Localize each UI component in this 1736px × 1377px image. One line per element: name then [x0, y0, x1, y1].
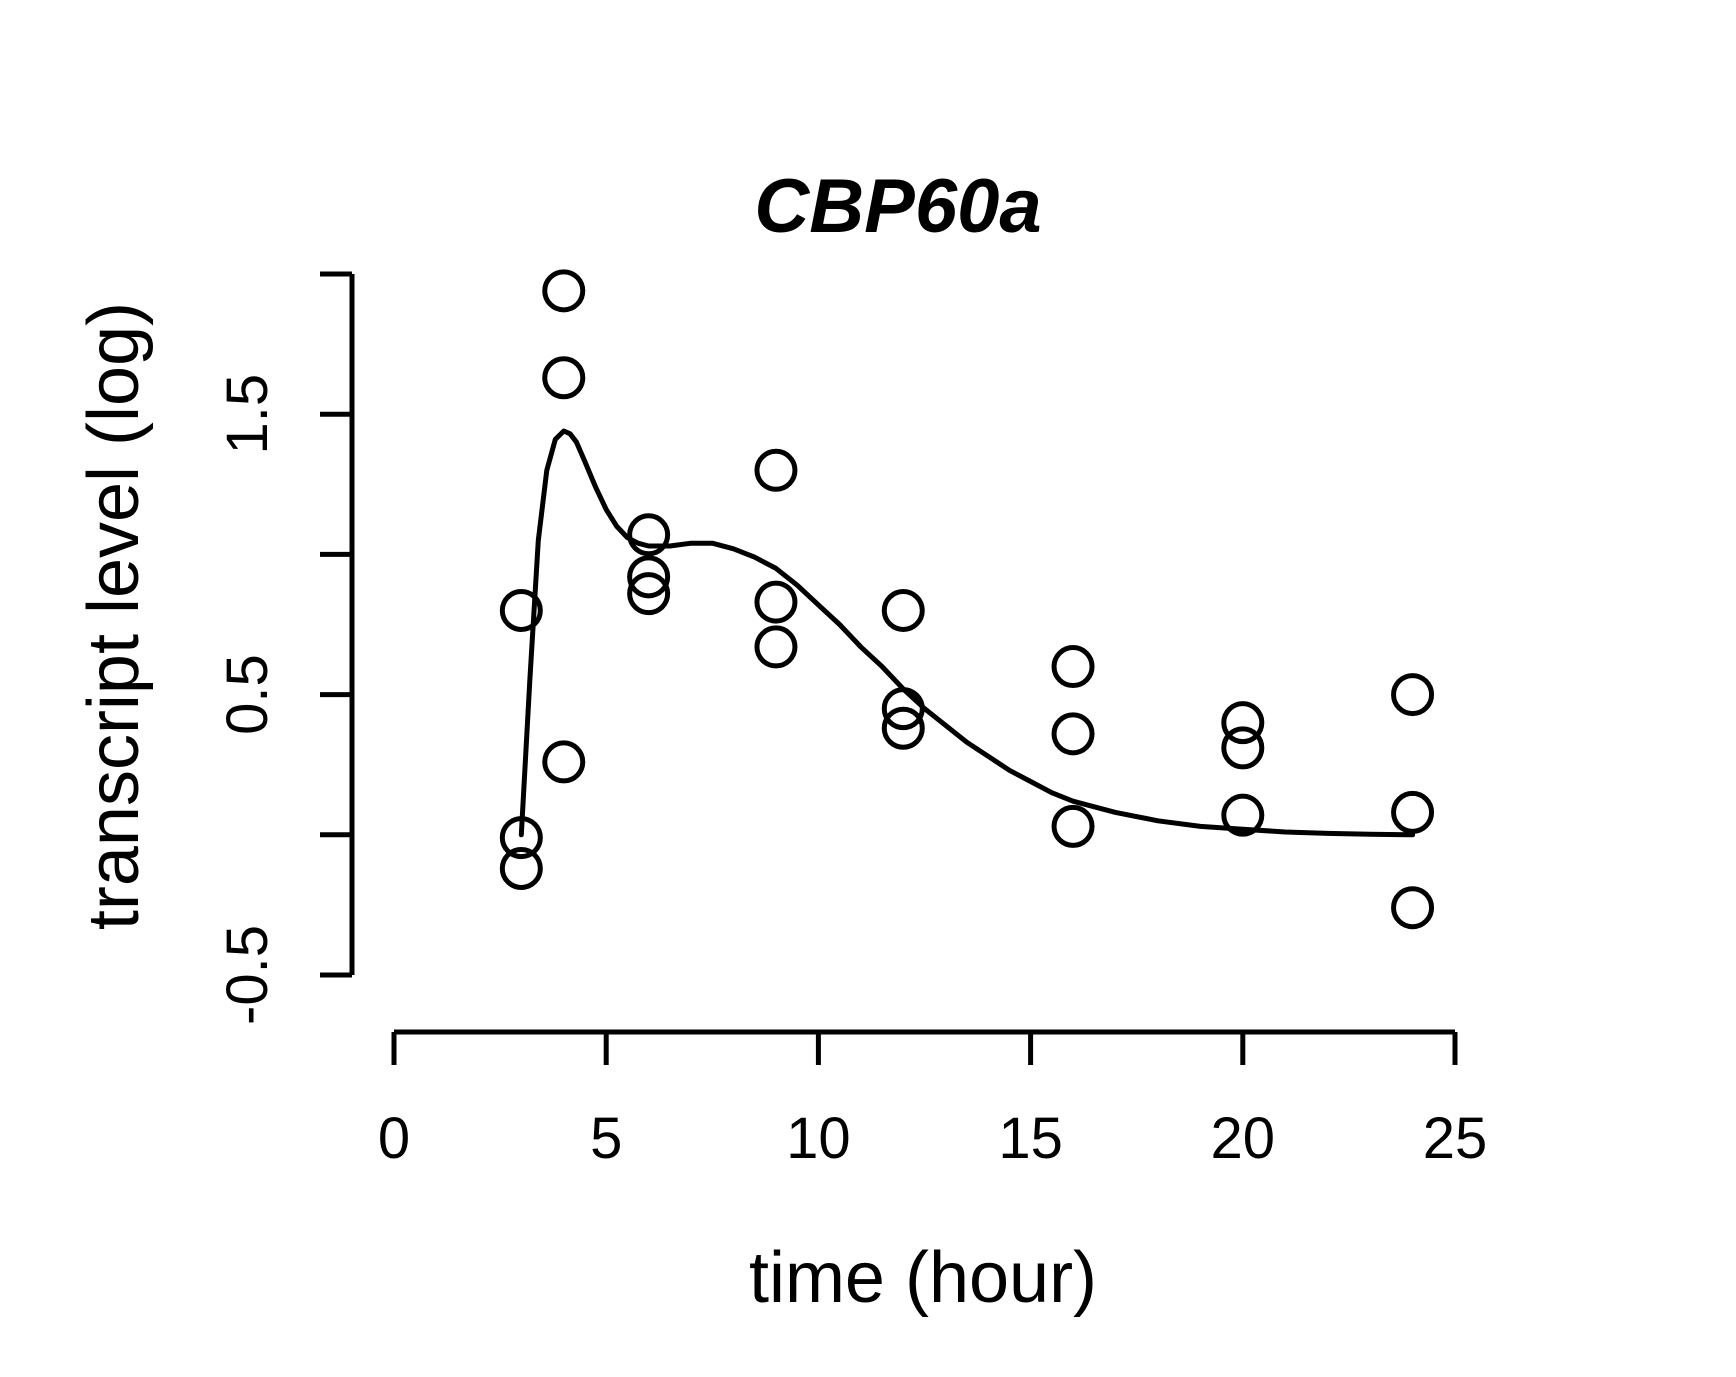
data-points-layer	[499, 269, 1435, 930]
fitted-curve-layer	[518, 428, 1416, 838]
data-point	[881, 706, 925, 750]
fitted-curve-line	[518, 428, 1416, 838]
data-point	[754, 580, 798, 624]
data-point	[1221, 793, 1265, 837]
data-point	[627, 572, 671, 616]
data-point	[1221, 701, 1265, 745]
data-point	[499, 588, 543, 632]
data-point	[754, 448, 798, 492]
axes: -0.5 0.5 1.5 0 5 10 15 20 25	[215, 271, 1488, 1171]
data-point	[754, 625, 798, 669]
data-point	[1051, 804, 1095, 848]
y-tick-label: -0.5	[215, 925, 280, 1025]
data-point	[542, 356, 586, 400]
chart-title: CBP60a	[754, 164, 1041, 249]
data-point	[1051, 712, 1095, 756]
data-point	[1391, 886, 1435, 930]
data-point	[627, 513, 671, 557]
data-point	[499, 816, 543, 860]
x-tick-label: 25	[1423, 1106, 1488, 1171]
x-tick-label: 5	[590, 1106, 622, 1171]
data-point	[627, 555, 671, 599]
x-tick-label: 10	[786, 1106, 851, 1171]
y-axis-label: transcript level (log)	[74, 302, 154, 930]
x-tick-label: 20	[1211, 1106, 1276, 1171]
data-point	[881, 588, 925, 632]
data-point	[499, 846, 543, 890]
data-point	[542, 269, 586, 313]
data-point	[542, 740, 586, 784]
x-axis-label: time (hour)	[749, 1238, 1097, 1318]
x-tick-label: 15	[998, 1106, 1063, 1171]
y-tick-label: 0.5	[215, 654, 280, 735]
y-tick-label: 1.5	[215, 374, 280, 455]
data-point	[1391, 790, 1435, 834]
data-point	[1051, 645, 1095, 689]
data-point	[1221, 726, 1265, 770]
x-tick-label: 0	[378, 1106, 410, 1171]
data-point	[1391, 673, 1435, 717]
data-point	[881, 687, 925, 731]
